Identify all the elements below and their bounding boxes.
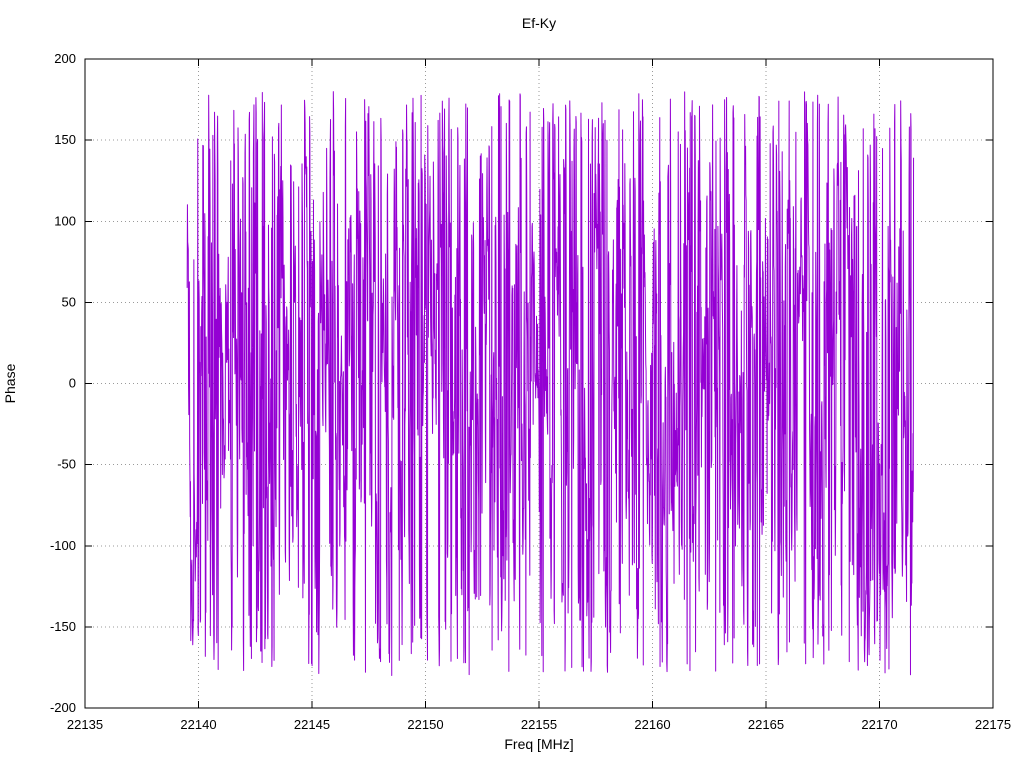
y-tick-label: -100 xyxy=(50,538,76,553)
x-tick-label: 22135 xyxy=(67,717,103,732)
y-tick-label: 0 xyxy=(69,376,76,391)
x-tick-label: 22175 xyxy=(975,717,1011,732)
y-tick-labels: -200 -150 -100 -50 0 50 100 150 200 xyxy=(50,51,76,715)
axis-ticks xyxy=(84,58,994,709)
y-tick-label: 50 xyxy=(62,294,76,309)
y-tick-label: -200 xyxy=(50,700,76,715)
y-tick-label: -50 xyxy=(57,457,76,472)
chart-title: Ef-Ky xyxy=(522,15,556,31)
phase-trace xyxy=(186,91,915,677)
x-tick-label: 22150 xyxy=(407,717,443,732)
x-tick-label: 22145 xyxy=(294,717,330,732)
x-tick-label: 22155 xyxy=(521,717,557,732)
y-tick-label: -150 xyxy=(50,619,76,634)
x-tick-labels: 22135 22140 22145 22150 22155 22160 22165 22170… xyxy=(67,717,1011,732)
x-axis-title: Freq [MHz] xyxy=(504,736,573,752)
x-tick-label: 22160 xyxy=(634,717,670,732)
y-axis-title: Phase xyxy=(2,363,18,403)
y-tick-label: 200 xyxy=(54,51,76,66)
x-tick-label: 22140 xyxy=(180,717,216,732)
y-tick-label: 100 xyxy=(54,213,76,228)
x-tick-label: 22165 xyxy=(748,717,784,732)
x-tick-label: 22170 xyxy=(861,717,897,732)
phase-series-layer xyxy=(186,91,915,677)
y-tick-label: 150 xyxy=(54,132,76,147)
